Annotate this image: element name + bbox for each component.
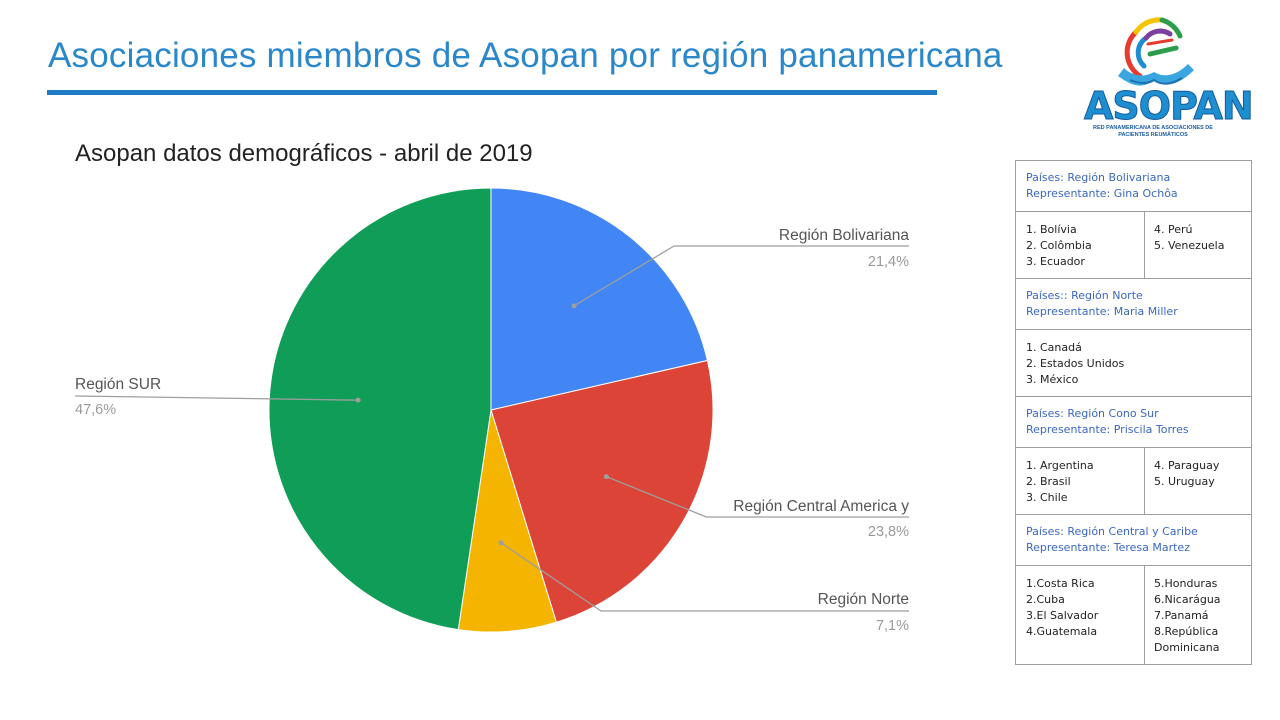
region-countries-row: 1. Argentina 2. Brasil 3. Chile 4. Paraguay… (1015, 447, 1252, 515)
country-item: 3. Chile (1026, 491, 1068, 504)
regions-table: Países: Región Bolivariana Representante:… (1015, 160, 1252, 665)
countries-column-1: 1.Costa Rica 2.Cuba 3.El Salvador 4.Guatema… (1015, 565, 1145, 665)
callout-line-region-bolivariana (573, 245, 909, 307)
region-header-row: Países: Región Bolivariana Representante:… (1015, 160, 1252, 212)
country-item: 2. Colômbia (1026, 239, 1092, 252)
callout-dot-region-central-america-y (603, 474, 609, 480)
country-item: 4.Guatemala (1026, 625, 1098, 638)
region-header-line: Países: Región Bolivariana (1026, 171, 1171, 184)
region-countries-row: 1.Costa Rica 2.Cuba 3.El Salvador 4.Guatema… (1015, 565, 1252, 665)
country-item: 3. Ecuador (1026, 255, 1085, 268)
country-item: 2.Cuba (1026, 593, 1065, 606)
country-item: 5. Uruguay (1154, 475, 1215, 488)
countries-column-2: 4. Paraguay 5. Uruguay (1144, 447, 1252, 515)
pie-chart: Región Bolivariana 21,4% Región Central Am… (74, 187, 909, 634)
region-header-row: Países: Región Central y Caribe Represent… (1015, 514, 1252, 566)
region-header-line: Representante: Maria Miller (1026, 305, 1178, 318)
slice-label-region-norte: Región Norte (818, 591, 909, 608)
region-countries-row: 1. Canadá 2. Estados Unidos 3. México (1015, 329, 1252, 397)
countries-column-1: 1. Argentina 2. Brasil 3. Chile (1015, 447, 1145, 515)
countries-column-2: 4. Perú 5. Venezuela (1144, 211, 1252, 279)
region-header-line: Representante: Gina Ochôa (1026, 187, 1178, 200)
slice-label-region-sur: Región SUR (75, 376, 161, 393)
pie-slice-region-sur (268, 187, 492, 631)
region-header-line: Países:: Región Norte (1026, 289, 1143, 302)
countries-column-1: 1. Bolívia 2. Colômbia 3. Ecuador (1015, 211, 1145, 279)
region-header: Países: Región Cono Sur Representante: Pr… (1015, 396, 1252, 448)
country-item: 5.Honduras (1154, 577, 1218, 590)
country-item: 6.Nicarágua (1154, 593, 1221, 606)
country-item: 1.Costa Rica (1026, 577, 1095, 590)
chart-title: Asopan datos demográficos - abril de 201… (75, 140, 533, 167)
pie-slice-region-bolivariana (490, 187, 709, 411)
region-header: Países: Región Bolivariana Representante:… (1015, 160, 1252, 212)
country-item: 5. Venezuela (1154, 239, 1225, 252)
slice-percent-region-norte: 7,1% (876, 618, 909, 634)
country-item: 1. Canadá (1026, 341, 1082, 354)
globe-hands-icon (1118, 17, 1194, 86)
country-item: 4. Perú (1154, 223, 1193, 236)
callout-line-region-norte (500, 542, 909, 612)
country-item: 1. Argentina (1026, 459, 1094, 472)
callout-line-region-sur (74, 395, 359, 401)
countries-column-2: 5.Honduras 6.Nicarágua 7.Panamá 8.República… (1144, 565, 1252, 665)
country-item: 7.Panamá (1154, 609, 1209, 622)
slice-label-region-central-america-y: Región Central America y (733, 498, 909, 515)
slice-percent-region-sur: 47,6% (75, 402, 116, 418)
country-item: 8.República (1154, 625, 1219, 638)
pie-slice-region-central-america-y (490, 359, 714, 623)
slice-percent-region-central-america-y: 23,8% (868, 524, 909, 540)
logo-tagline: RED PANAMERICANA DE ASOCIACIONES DE PACI… (1093, 125, 1213, 138)
callout-line-region-central-america-y (606, 475, 909, 518)
country-item: 3. México (1026, 373, 1079, 386)
slide-title: Asociaciones miembros de Asopan por regi… (48, 36, 1003, 75)
logo-wordmark: ASOPAN (1084, 84, 1255, 129)
country-item: 4. Paraguay (1154, 459, 1220, 472)
region-header-row: Países: Región Cono Sur Representante: Pr… (1015, 396, 1252, 448)
title-underline (47, 90, 937, 95)
region-header-line: Representante: Teresa Martez (1026, 541, 1190, 554)
region-header-line: Países: Región Central y Caribe (1026, 525, 1198, 538)
countries-column-1: 1. Canadá 2. Estados Unidos 3. México (1015, 329, 1252, 397)
country-item: 2. Estados Unidos (1026, 357, 1125, 370)
region-countries-row: 1. Bolívia 2. Colômbia 3. Ecuador 4. Perú 5.… (1015, 211, 1252, 279)
region-header-line: Representante: Priscila Torres (1026, 423, 1189, 436)
slice-percent-region-bolivariana: 21,4% (868, 254, 909, 270)
region-header-line: Países: Región Cono Sur (1026, 407, 1159, 420)
country-item: 1. Bolívia (1026, 223, 1077, 236)
country-item: 3.El Salvador (1026, 609, 1099, 622)
slice-label-region-bolivariana: Región Bolivariana (779, 227, 909, 244)
asopan-logo: ASOPAN RED PANAMERICANA DE ASOCIACIONES … (1084, 14, 1255, 140)
region-header: Países: Región Central y Caribe Represent… (1015, 514, 1252, 566)
country-item: 2. Brasil (1026, 475, 1071, 488)
country-item: Dominicana (1154, 641, 1220, 654)
